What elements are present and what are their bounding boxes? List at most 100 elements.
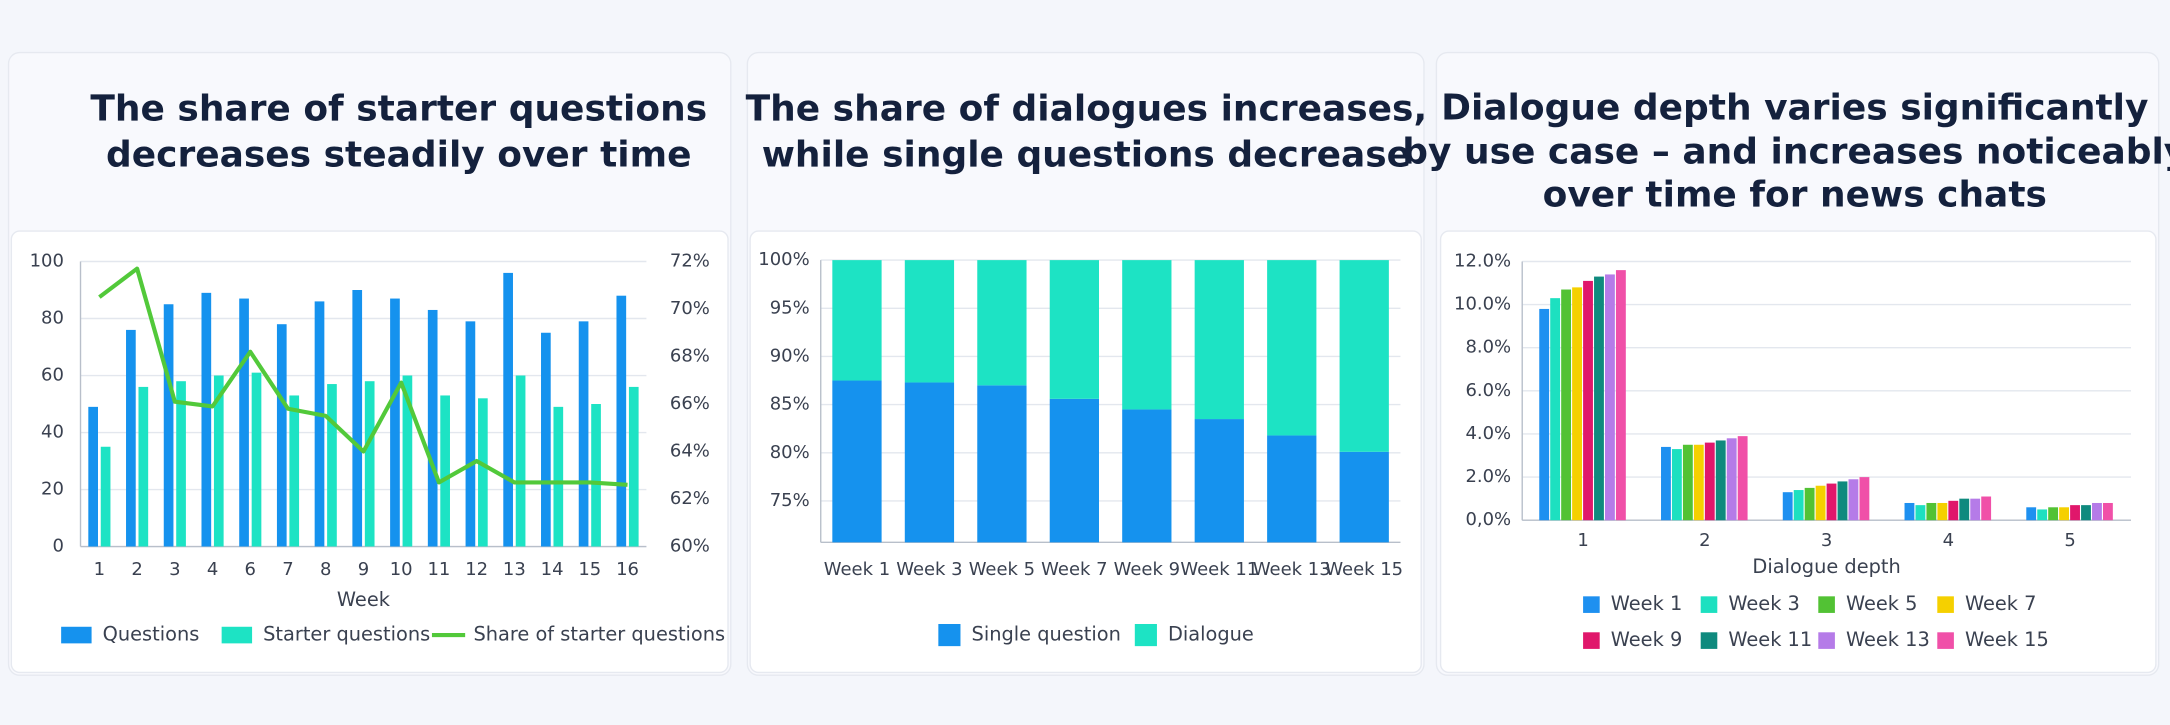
y-tick-label: 0 bbox=[52, 536, 63, 557]
y-tick-label: 4.0% bbox=[1465, 423, 1511, 444]
bar bbox=[239, 298, 249, 547]
chart-title: while single questions decrease bbox=[762, 134, 1411, 175]
x-tick-label: Week 15 bbox=[1325, 559, 1403, 580]
bar bbox=[515, 375, 526, 547]
legend-swatch bbox=[1937, 596, 1954, 613]
x-tick-label: Week 9 bbox=[1114, 559, 1180, 580]
bar-segment bbox=[1194, 260, 1244, 420]
y2-tick-label: 70% bbox=[670, 298, 710, 319]
legend-label: Week 13 bbox=[1846, 628, 1930, 651]
bar-segment bbox=[1194, 419, 1244, 543]
bar bbox=[2070, 505, 2080, 521]
bar bbox=[1726, 438, 1737, 521]
bar bbox=[553, 406, 564, 547]
legend-swatch bbox=[61, 626, 92, 644]
bar bbox=[1572, 287, 1582, 521]
bar bbox=[1970, 498, 1981, 521]
bar bbox=[390, 298, 400, 547]
bar bbox=[616, 295, 627, 547]
bar bbox=[2059, 507, 2070, 521]
y-tick-label: 80% bbox=[770, 442, 810, 463]
bar bbox=[352, 290, 363, 547]
bar bbox=[1959, 498, 1970, 521]
bar bbox=[503, 272, 513, 547]
y-tick-label: 20 bbox=[41, 479, 64, 500]
bar bbox=[251, 372, 262, 547]
bar bbox=[126, 329, 136, 547]
bar bbox=[578, 321, 589, 547]
bar-segment bbox=[1339, 451, 1389, 543]
bar bbox=[1904, 502, 1915, 521]
bar bbox=[2081, 505, 2091, 521]
line bbox=[98, 266, 628, 487]
bar bbox=[314, 301, 325, 547]
chart-title: The share of dialogues increases, bbox=[746, 89, 1428, 130]
x-tick-label: Week 1 bbox=[824, 559, 890, 580]
x-tick-label: 15 bbox=[578, 559, 601, 580]
bar-segment bbox=[1122, 260, 1172, 410]
bar-segment bbox=[832, 260, 882, 381]
legend-swatch bbox=[1583, 596, 1600, 613]
bar bbox=[427, 309, 438, 547]
y-tick-label: 0,0% bbox=[1465, 509, 1511, 530]
bar bbox=[1550, 298, 1561, 521]
bar bbox=[2102, 502, 2113, 521]
y2-tick-label: 60% bbox=[670, 536, 710, 557]
y-tick-label: 12.0% bbox=[1454, 250, 1511, 271]
bar bbox=[1948, 500, 1959, 521]
x-tick-label: 10 bbox=[390, 559, 413, 580]
bar bbox=[1583, 280, 1593, 521]
bar bbox=[465, 321, 476, 547]
bar bbox=[1937, 502, 1948, 521]
bar-segment bbox=[904, 260, 955, 383]
bar bbox=[100, 446, 111, 547]
bar bbox=[364, 381, 375, 547]
y-tick-label: 90% bbox=[770, 345, 810, 366]
x-tick-label: 4 bbox=[1943, 530, 1954, 551]
bar-segment bbox=[1267, 435, 1317, 543]
bar bbox=[1859, 477, 1870, 521]
bar bbox=[163, 304, 174, 547]
legend-label: Dialogue bbox=[1168, 623, 1254, 646]
legend-swatch bbox=[1818, 632, 1835, 649]
bar-segment bbox=[904, 382, 955, 543]
legend-swatch bbox=[938, 623, 961, 647]
legend-label: Share of starter questions bbox=[473, 623, 725, 646]
x-tick-label: 13 bbox=[503, 559, 526, 580]
bar bbox=[1926, 502, 1937, 521]
bar bbox=[628, 386, 639, 547]
chart-title: by use case – and increases noticeably bbox=[1402, 132, 2170, 173]
legend-swatch bbox=[1700, 596, 1718, 613]
x-axis-label: Week bbox=[337, 588, 391, 611]
legend-label: Week 11 bbox=[1728, 628, 1812, 651]
x-tick-label: 3 bbox=[169, 559, 180, 580]
bar bbox=[1561, 289, 1572, 521]
bar bbox=[2026, 507, 2037, 521]
y2-tick-label: 72% bbox=[670, 250, 710, 271]
bar bbox=[1704, 442, 1715, 521]
x-tick-label: Week 3 bbox=[896, 559, 962, 580]
bar bbox=[1615, 270, 1626, 521]
bar bbox=[1915, 505, 1926, 521]
x-tick-label: 9 bbox=[358, 559, 369, 580]
bar bbox=[201, 292, 212, 547]
bar bbox=[1661, 446, 1671, 521]
x-tick-label: 8 bbox=[320, 559, 331, 580]
y-tick-label: 6.0% bbox=[1465, 380, 1511, 401]
legend-swatch bbox=[221, 626, 253, 644]
bar bbox=[88, 406, 98, 547]
legend-label: Week 9 bbox=[1611, 628, 1683, 651]
bar bbox=[1804, 487, 1815, 521]
y-tick-label: 95% bbox=[770, 297, 810, 318]
bar-segment bbox=[1339, 260, 1389, 452]
bar bbox=[402, 375, 413, 547]
y2-tick-label: 62% bbox=[670, 488, 710, 509]
bar bbox=[1693, 444, 1704, 521]
legend-swatch bbox=[1583, 632, 1600, 649]
x-tick-label: Week 5 bbox=[969, 559, 1035, 580]
bar bbox=[478, 398, 488, 547]
y-tick-label: 10.0% bbox=[1454, 294, 1511, 315]
legend-swatch bbox=[1937, 632, 1954, 649]
bar-segment bbox=[977, 260, 1027, 386]
bar bbox=[2048, 507, 2059, 521]
